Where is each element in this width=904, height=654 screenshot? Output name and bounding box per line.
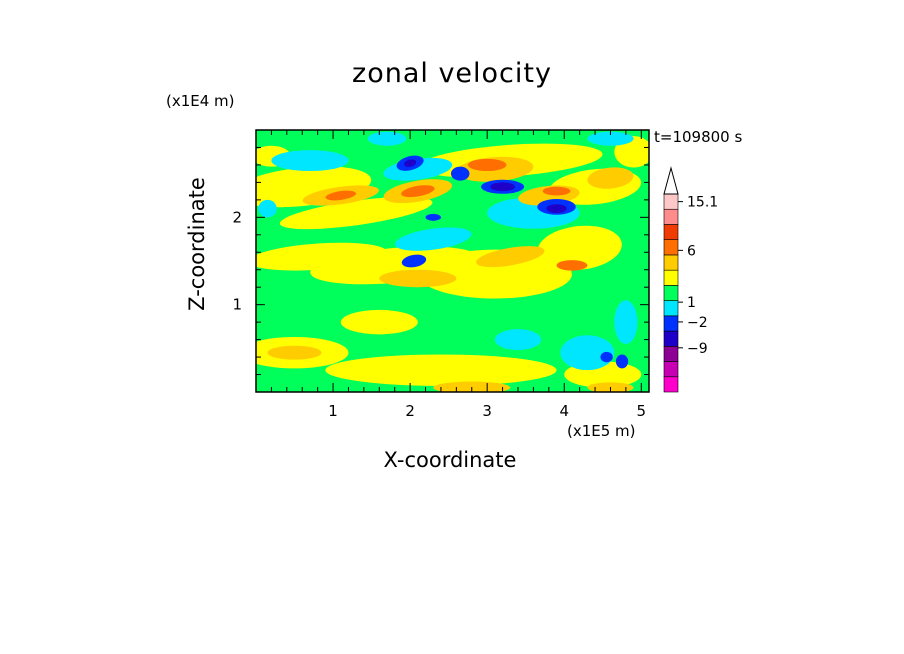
time-label: t=109800 s [654, 128, 743, 146]
dark-orange-contour-region [325, 190, 357, 201]
x-axis-label-text: X-coordinate [383, 448, 517, 472]
colorbar-band [663, 330, 679, 347]
colorbar-band [663, 285, 679, 301]
y-tick-label: 2 [232, 208, 242, 226]
colorbar-band [663, 315, 679, 332]
blue-contour-region [615, 354, 629, 369]
orange-contour-region [476, 246, 545, 268]
x-tick-label: 3 [482, 402, 492, 420]
y-unit-label: (x1E4 m) [166, 92, 235, 110]
plot-frame [255, 129, 650, 393]
blue-contour-region [450, 166, 470, 181]
colorbar-band [663, 300, 679, 317]
colorbar-band [663, 239, 679, 256]
x-tick-label: 2 [405, 402, 415, 420]
yellow-contour-region [325, 354, 557, 386]
colorbar-band [663, 376, 679, 393]
cyan-contour-region [614, 300, 638, 344]
colorbar-band [663, 224, 679, 240]
colorbar-extend-arrow [663, 166, 679, 195]
navy-contour-region [490, 182, 515, 192]
dark-orange-contour-region [401, 185, 435, 198]
dark-orange-contour-region [556, 260, 588, 271]
cyan-contour-region [395, 227, 472, 251]
orange-contour-region [379, 269, 457, 288]
x-tick-label: 4 [559, 402, 569, 420]
colorbar-label: 1 [687, 295, 696, 311]
colorbar-band [663, 269, 679, 286]
navy-contour-region [546, 204, 567, 213]
orange-contour-region [433, 381, 511, 392]
orange-contour-region [267, 345, 322, 360]
colorbar-label: 6 [687, 243, 696, 259]
cyan-contour-region [367, 131, 407, 146]
colorbar-band [663, 346, 679, 362]
blue-contour-region [600, 351, 613, 363]
colorbar-label: 15.1 [687, 195, 718, 211]
x-tick-label: 1 [328, 402, 338, 420]
cyan-contour-region [560, 335, 615, 371]
yellow-contour-region [537, 225, 622, 271]
dark-orange-contour-region [542, 186, 571, 196]
cyan-contour-region [494, 329, 542, 351]
colorbar-band [663, 361, 679, 378]
cyan-contour-region [587, 131, 634, 146]
yellow-contour-region [417, 249, 572, 299]
blue-contour-region [425, 213, 441, 221]
x-unit-label: (x1E5 m) [567, 422, 636, 440]
blue-contour-region [401, 254, 427, 268]
cyan-contour-region [271, 150, 349, 172]
yellow-contour-region [279, 196, 433, 230]
x-axis-label: X-coordinate [0, 448, 904, 472]
navy-contour-region [404, 159, 417, 167]
dark-orange-contour-region [467, 158, 507, 172]
colorbar-label: −9 [687, 341, 708, 357]
cyan-contour-region [258, 199, 277, 218]
chart-title: zonal velocity [352, 58, 552, 89]
yellow-contour-region [340, 309, 418, 335]
x-tick-label: 5 [637, 402, 647, 420]
contour-fields [256, 130, 649, 392]
orange-contour-region [587, 167, 634, 189]
colorbar-band [663, 208, 679, 225]
y-tick-label: 1 [232, 296, 242, 314]
colorbar-band [663, 193, 679, 210]
colorbar-label: −2 [687, 315, 708, 331]
colorbar-band [663, 254, 679, 271]
